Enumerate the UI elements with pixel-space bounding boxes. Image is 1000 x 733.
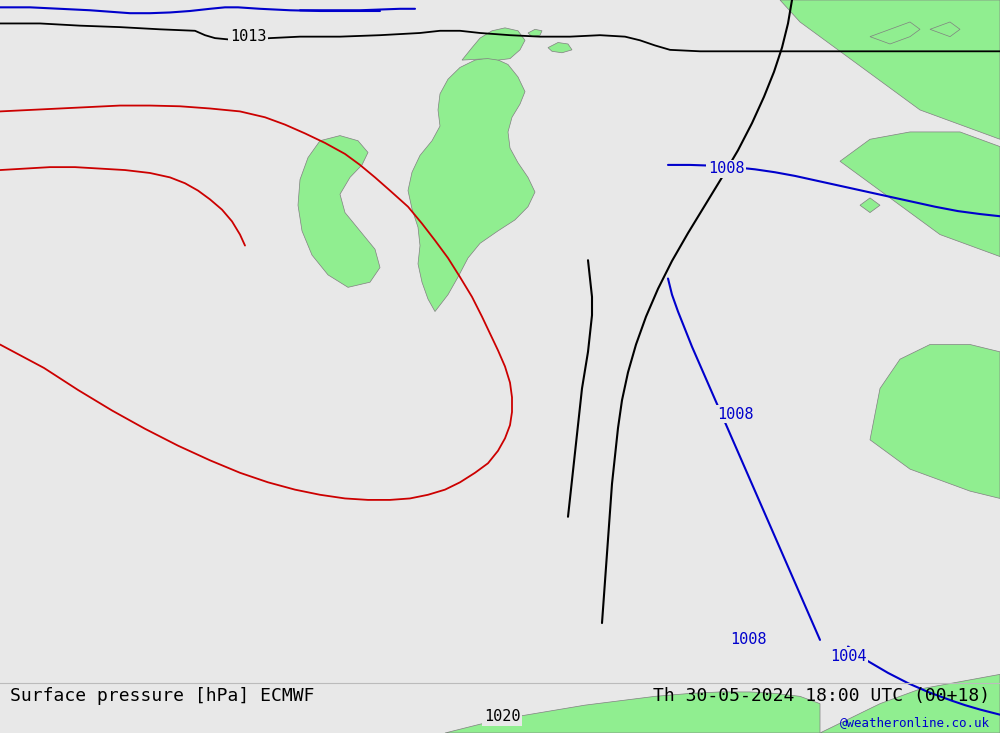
Polygon shape — [298, 136, 380, 287]
Text: 1020: 1020 — [484, 710, 520, 724]
Polygon shape — [820, 674, 1000, 733]
Polygon shape — [528, 29, 542, 37]
Text: 1008: 1008 — [730, 632, 766, 647]
Text: 1004: 1004 — [830, 649, 866, 663]
Polygon shape — [840, 132, 1000, 257]
Text: 1008: 1008 — [708, 161, 744, 176]
Polygon shape — [548, 43, 572, 53]
Polygon shape — [870, 345, 1000, 498]
Text: Th 30-05-2024 18:00 UTC (00+18): Th 30-05-2024 18:00 UTC (00+18) — [653, 687, 990, 705]
Polygon shape — [870, 22, 920, 44]
Polygon shape — [408, 57, 535, 312]
Polygon shape — [780, 0, 1000, 139]
Polygon shape — [462, 28, 525, 60]
Text: Surface pressure [hPa] ECMWF: Surface pressure [hPa] ECMWF — [10, 687, 314, 705]
Text: 1008: 1008 — [717, 407, 753, 421]
Polygon shape — [445, 692, 820, 733]
Polygon shape — [860, 198, 880, 213]
Text: @weatheronline.co.uk: @weatheronline.co.uk — [840, 715, 990, 729]
Text: 1013: 1013 — [230, 29, 266, 44]
Polygon shape — [930, 22, 960, 37]
